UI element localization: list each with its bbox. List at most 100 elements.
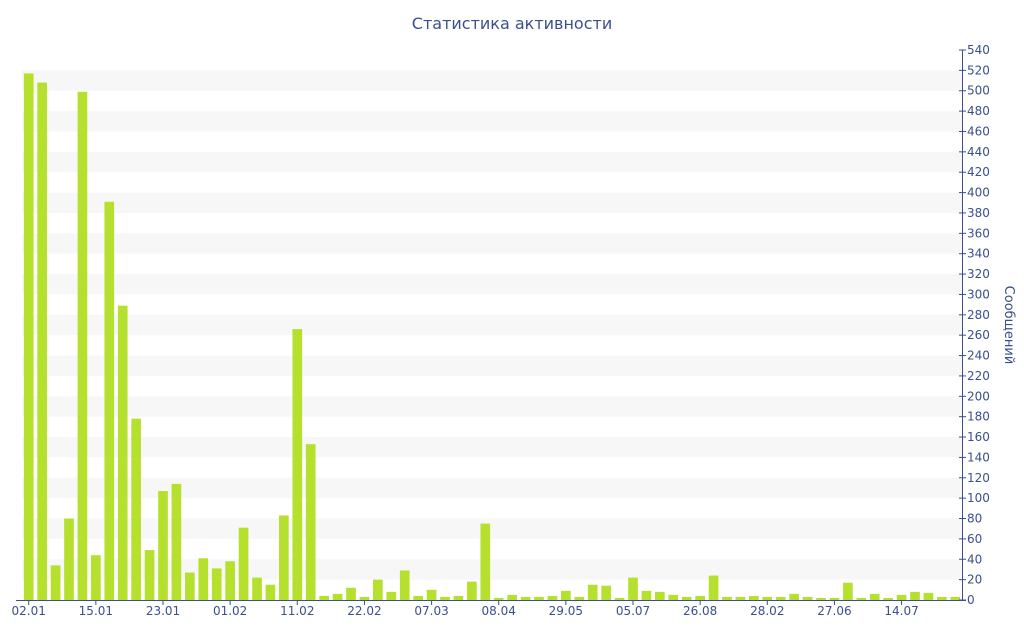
bar: [789, 593, 799, 600]
bar: [359, 596, 370, 600]
bar: [896, 594, 907, 600]
y-tick-label: 400: [967, 186, 990, 200]
bar: [762, 596, 773, 600]
bar: [453, 595, 464, 600]
bar: [252, 577, 262, 600]
bar: [346, 587, 356, 600]
bar: [23, 73, 34, 601]
bar: [937, 596, 947, 600]
bar: [722, 596, 732, 600]
bar: [910, 591, 920, 600]
x-tick-label: 11.02: [280, 604, 314, 618]
y-tick-label: 500: [967, 84, 990, 98]
bar: [50, 565, 61, 600]
bar: [829, 597, 840, 600]
x-tick-label: 26.08: [683, 604, 717, 618]
bar: [413, 595, 423, 600]
bar: [695, 595, 705, 600]
bar: [923, 592, 934, 600]
y-tick-label: 300: [967, 287, 990, 301]
bar: [77, 91, 88, 600]
x-tick-label: 01.02: [213, 604, 247, 618]
y-tick-label: 240: [967, 349, 990, 363]
y-tick-label: 40: [967, 552, 982, 566]
grid-band: [22, 355, 962, 376]
bar: [547, 595, 558, 600]
x-tick-label: 08.04: [482, 604, 516, 618]
bar: [749, 595, 759, 600]
bar: [171, 483, 182, 600]
y-tick-label: 60: [967, 532, 982, 546]
grid-band: [22, 518, 962, 539]
grid-band: [22, 559, 962, 580]
bar: [211, 568, 222, 600]
bar: [735, 596, 746, 600]
bar: [493, 597, 504, 600]
y-tick-label: 20: [967, 573, 982, 587]
bar: [265, 584, 276, 600]
x-tick-label: 23.01: [146, 604, 180, 618]
bar: [440, 596, 450, 600]
bar: [426, 589, 437, 600]
y-tick-label: 100: [967, 491, 990, 505]
bar: [319, 595, 329, 600]
bar: [37, 82, 47, 601]
x-axis-ticks: 02.01 15.01 23.01 01.02 11.02 22.02 07.03 08.04…: [12, 600, 919, 618]
bar: [520, 596, 531, 600]
y-tick-label: 0: [967, 593, 975, 607]
bar: [198, 558, 209, 600]
grid-band: [22, 233, 962, 254]
bar: [104, 201, 115, 600]
x-tick-label: 07.03: [414, 604, 448, 618]
x-tick-label: 15.01: [79, 604, 113, 618]
y-axis-ticks: 0 20 40 60 80 100 120 140 160 180 200 220 240 260 280 3…: [959, 43, 990, 607]
bar: [883, 597, 893, 600]
y-tick-label: 120: [967, 471, 990, 485]
bar: [158, 491, 168, 600]
bar: [628, 577, 638, 600]
x-tick-label: 27.06: [817, 604, 851, 618]
y-tick-label: 480: [967, 104, 990, 118]
bar: [816, 597, 826, 600]
y-tick-label: 80: [967, 512, 982, 526]
bar: [950, 596, 961, 600]
y-tick-label: 280: [967, 308, 990, 322]
bar: [507, 594, 517, 600]
bar: [480, 523, 491, 600]
bar: [641, 590, 652, 600]
bar: [708, 575, 719, 600]
y-tick-label: 260: [967, 328, 990, 342]
bar: [843, 582, 853, 600]
bar: [587, 584, 598, 600]
y-tick-label: 200: [967, 389, 990, 403]
x-tick-label: 05.07: [616, 604, 650, 618]
chart-title: Статистика активности: [411, 14, 613, 33]
bar: [574, 596, 585, 600]
y-tick-label: 520: [967, 63, 990, 77]
bars: [23, 73, 961, 601]
bar: [856, 597, 867, 600]
bar: [131, 418, 141, 600]
y-tick-label: 320: [967, 267, 990, 281]
y-axis-title: Сообщений: [1001, 286, 1016, 365]
bar: [238, 527, 249, 600]
bar: [467, 581, 477, 600]
y-tick-label: 180: [967, 410, 990, 424]
bar: [373, 579, 383, 600]
bar: [305, 444, 316, 600]
bar: [869, 593, 880, 600]
bar: [117, 305, 128, 600]
bar: [614, 597, 625, 600]
grid-band: [22, 151, 962, 173]
y-tick-label: 160: [967, 430, 990, 444]
bar: [279, 515, 289, 600]
grid-bands: [22, 70, 962, 580]
y-tick-label: 340: [967, 247, 990, 261]
x-tick-label: 14.07: [884, 604, 918, 618]
y-tick-label: 460: [967, 124, 990, 138]
bar: [386, 591, 397, 600]
grid-band: [22, 192, 962, 213]
bar: [399, 570, 410, 600]
bar: [534, 596, 544, 600]
grid-band: [22, 437, 962, 458]
